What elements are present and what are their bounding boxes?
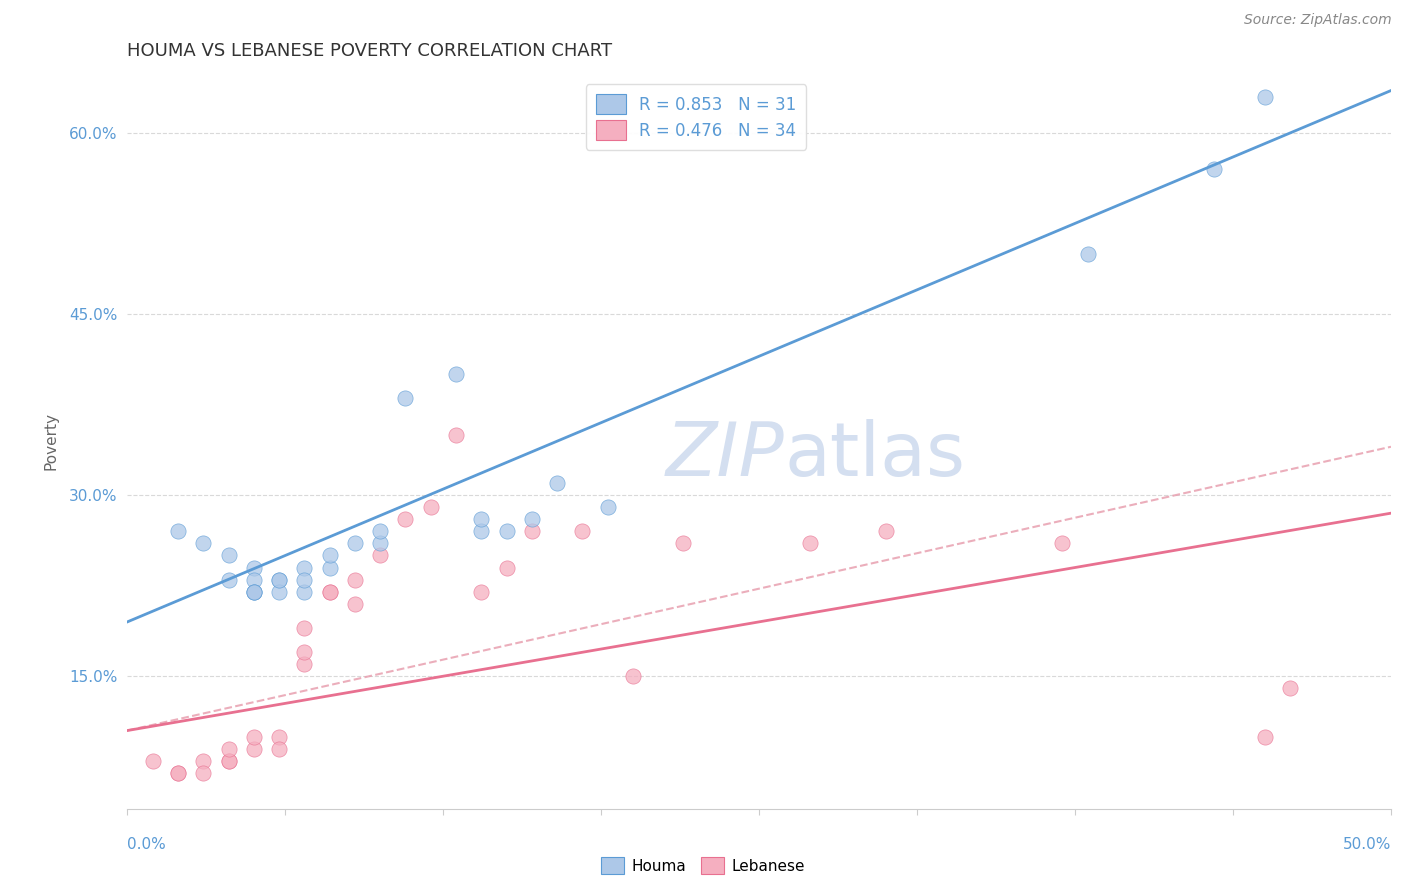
Point <box>318 584 340 599</box>
Point <box>799 536 821 550</box>
Point <box>267 573 290 587</box>
Point <box>394 392 416 406</box>
Point <box>571 524 593 539</box>
Point <box>243 584 266 599</box>
Point <box>243 573 266 587</box>
Point <box>444 368 467 382</box>
Point <box>243 741 266 756</box>
Point <box>1077 246 1099 260</box>
Point <box>167 765 190 780</box>
Point <box>193 765 215 780</box>
Point <box>318 549 340 563</box>
Point <box>470 512 492 526</box>
Point <box>343 597 366 611</box>
Point <box>520 524 543 539</box>
Point <box>368 536 391 550</box>
Point <box>419 500 441 515</box>
Point <box>1278 681 1301 696</box>
Point <box>218 573 240 587</box>
Point <box>1253 89 1275 103</box>
Point <box>243 584 266 599</box>
Point <box>470 584 492 599</box>
Legend: R = 0.853   N = 31, R = 0.476   N = 34: R = 0.853 N = 31, R = 0.476 N = 34 <box>586 85 807 150</box>
Point <box>292 573 315 587</box>
Point <box>193 536 215 550</box>
Point <box>1253 730 1275 744</box>
Text: 50.0%: 50.0% <box>1343 838 1391 852</box>
Point <box>292 560 315 574</box>
Point <box>1204 161 1226 176</box>
Point <box>368 524 391 539</box>
Point <box>167 765 190 780</box>
Point <box>596 500 619 515</box>
Point <box>1052 536 1074 550</box>
Point <box>292 584 315 599</box>
Point <box>444 427 467 442</box>
Point <box>243 584 266 599</box>
Point <box>193 754 215 768</box>
Point <box>495 524 517 539</box>
Point <box>343 536 366 550</box>
Point <box>142 754 165 768</box>
Legend: Houma, Lebanese: Houma, Lebanese <box>595 851 811 880</box>
Point <box>218 754 240 768</box>
Y-axis label: Poverty: Poverty <box>44 412 58 470</box>
Point <box>318 560 340 574</box>
Point <box>267 730 290 744</box>
Text: 0.0%: 0.0% <box>128 838 166 852</box>
Point <box>495 560 517 574</box>
Point <box>875 524 897 539</box>
Point <box>470 524 492 539</box>
Point <box>292 657 315 672</box>
Point <box>167 524 190 539</box>
Text: HOUMA VS LEBANESE POVERTY CORRELATION CHART: HOUMA VS LEBANESE POVERTY CORRELATION CH… <box>128 42 613 60</box>
Point <box>267 584 290 599</box>
Point <box>343 573 366 587</box>
Point <box>546 475 568 490</box>
Point <box>218 549 240 563</box>
Point <box>318 584 340 599</box>
Point <box>394 512 416 526</box>
Point <box>292 645 315 659</box>
Point <box>243 730 266 744</box>
Point <box>218 741 240 756</box>
Point <box>292 621 315 635</box>
Point <box>243 560 266 574</box>
Point <box>520 512 543 526</box>
Text: Source: ZipAtlas.com: Source: ZipAtlas.com <box>1244 13 1392 28</box>
Point <box>621 669 644 683</box>
Text: ZIP: ZIP <box>666 419 785 491</box>
Point <box>368 549 391 563</box>
Point <box>218 754 240 768</box>
Text: atlas: atlas <box>785 419 966 492</box>
Point <box>267 741 290 756</box>
Point <box>672 536 695 550</box>
Point <box>267 573 290 587</box>
